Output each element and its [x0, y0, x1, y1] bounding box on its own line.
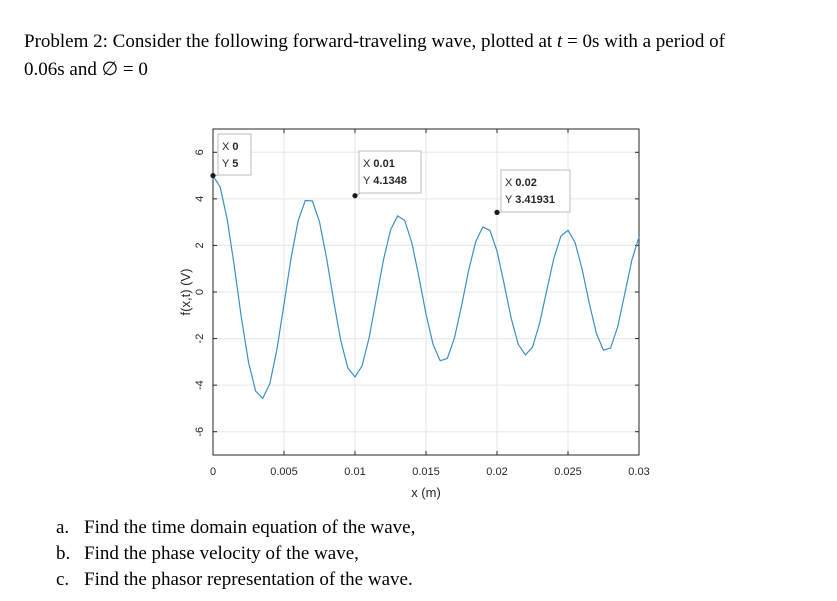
question-letter: b. — [56, 543, 71, 564]
question-letter: a. — [56, 517, 70, 538]
y-tick-label: 4 — [194, 196, 206, 202]
problem-statement: Problem 2: Consider the following forwar… — [24, 28, 824, 84]
data-tip-y: Y 5 — [222, 158, 238, 170]
and-word: and — [69, 59, 97, 80]
problem-text: Consider the following forward-traveling… — [112, 31, 553, 52]
time-value: 0s — [582, 31, 600, 52]
phase-equals-sign: = — [122, 59, 134, 80]
y-tick-label: 0 — [194, 289, 206, 295]
y-tick-label: -2 — [194, 334, 206, 344]
data-tip-y: Y 4.1348 — [363, 175, 407, 187]
x-tick-label: 0.03 — [628, 466, 649, 478]
data-tip-y: Y 3.41931 — [505, 194, 555, 206]
phase-symbol: ∅ — [101, 59, 119, 80]
x-tick-label: 0.005 — [270, 466, 298, 478]
data-tip-box — [500, 169, 571, 213]
y-tick-label: 2 — [194, 242, 206, 248]
y-tick-label: -6 — [194, 427, 206, 437]
y-axis-label: f(x,t) (V) — [178, 269, 193, 316]
data-tip-x: X 0.02 — [505, 177, 537, 189]
question-letter: c. — [56, 569, 70, 590]
question-text: Find the phasor representation of the wa… — [84, 569, 413, 590]
x-tick-labels: 0 0.005 0.01 0.015 0.02 0.025 0.03 — [210, 466, 650, 478]
question-c: c. Find the phasor representation of the … — [56, 567, 415, 593]
x-tick-label: 0 — [210, 466, 216, 478]
axis-ticks — [212, 129, 640, 455]
wave-plot: 0 0.005 0.01 0.015 0.02 0.025 0.03 -6-4-20246 … — [178, 128, 650, 500]
x-axis-label: x (m) — [411, 485, 441, 500]
x-tick-label: 0.015 — [412, 466, 440, 478]
data-tip-box — [358, 150, 422, 194]
x-tick-label: 0.02 — [486, 466, 507, 478]
data-tip-marker — [352, 193, 358, 199]
y-tick-label: -4 — [194, 380, 206, 390]
data-tip: X 0.02 Y 3.41931 — [494, 169, 571, 215]
period-value: 0.06s — [24, 59, 65, 80]
question-text: Find the phase velocity of the wave, — [84, 543, 359, 564]
data-tip-x: X 0.01 — [363, 158, 395, 170]
y-tick-labels: -6 -4 -2 0 2 4 6 — [194, 149, 206, 436]
question-list: a. Find the time domain equation of the w… — [56, 515, 415, 593]
problem-label: Problem 2: — [24, 31, 108, 52]
data-tip: X 0.01 Y 4.1348 — [352, 150, 422, 199]
wave-series-line — [212, 175, 640, 400]
data-tip-marker — [210, 172, 216, 179]
x-tick-label: 0.025 — [554, 466, 582, 478]
phase-value: 0 — [138, 59, 148, 80]
data-tip-marker — [494, 209, 500, 215]
x-tick-label: 0.01 — [344, 466, 365, 478]
time-variable: t — [556, 31, 563, 52]
question-a: a. Find the time domain equation of the w… — [56, 515, 415, 541]
data-tip: X 0Y 5 — [210, 133, 252, 179]
y-tick-label: 6 — [194, 149, 206, 155]
data-tip-box — [217, 133, 252, 176]
question-text: Find the time domain equation of the wav… — [84, 517, 416, 538]
question-b: b. Find the phase velocity of the wave, — [56, 541, 415, 567]
equals-sign: = — [566, 31, 578, 52]
problem-text-continued: with a period of — [604, 31, 725, 52]
data-tip-x: X 0 — [222, 141, 239, 153]
